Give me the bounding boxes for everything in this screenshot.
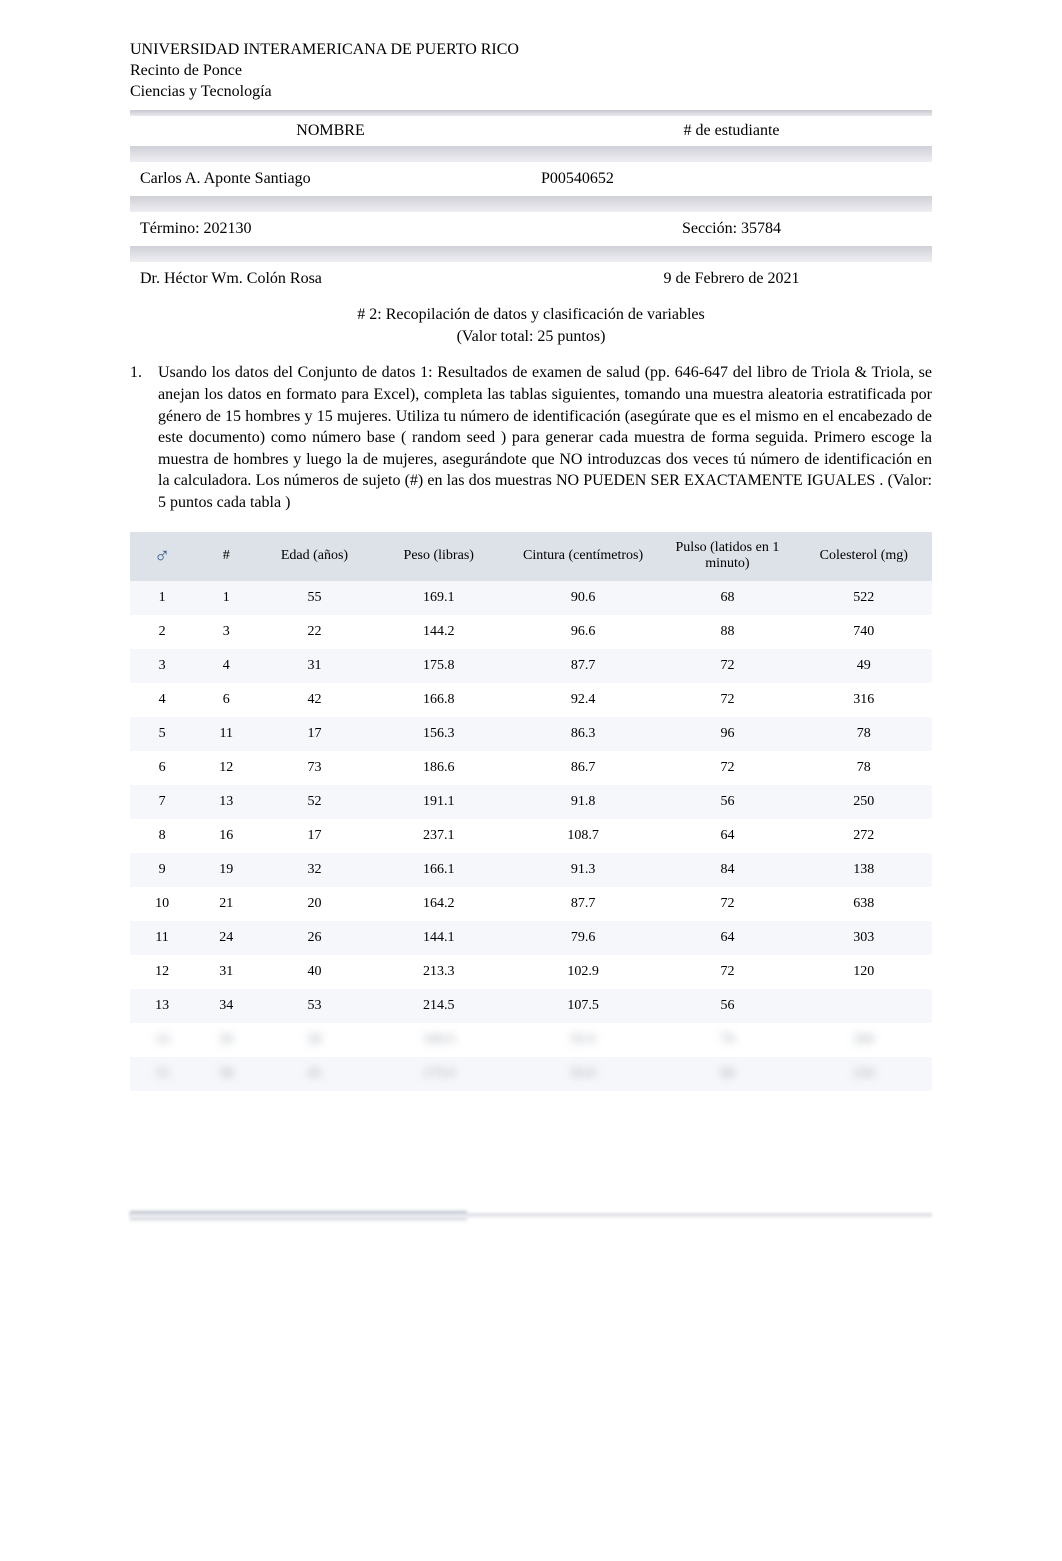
table-row: 123140213.3102.972120: [130, 955, 932, 989]
seccion-value: Sección: 35784: [531, 212, 932, 246]
estudiante-value: P00540652: [531, 162, 932, 196]
table-row: 2322144.296.688740: [130, 615, 932, 649]
cell-num: 1: [194, 581, 258, 615]
fecha-value: 9 de Febrero de 2021: [531, 262, 932, 296]
male-data-table: ♂ # Edad (años) Peso (libras) Cintura (c…: [130, 532, 932, 1092]
col-colesterol: Colesterol (mg): [796, 532, 932, 582]
footer-blur-line: [130, 1213, 932, 1218]
row-separator: [130, 246, 932, 262]
table-row: 71352191.191.856250: [130, 785, 932, 819]
table-row: 61273186.686.77278: [130, 751, 932, 785]
col-pulso: Pulso (latidos en 1 minuto): [659, 532, 795, 582]
table-row: 133453214.5107.556: [130, 989, 932, 1023]
male-icon: ♂: [154, 543, 171, 568]
university-name: UNIVERSIDAD INTERAMERICANA DE PUERTO RIC…: [130, 40, 932, 61]
assignment-title: # 2: Recopilación de datos y clasificaci…: [130, 306, 932, 324]
table-row-blurred: 143638180.095.070200: [130, 1023, 932, 1057]
nombre-value: Carlos A. Aponte Santiago: [130, 162, 531, 196]
campus-name: Recinto de Ponce: [130, 61, 932, 82]
table-row: 4642166.892.472316: [130, 683, 932, 717]
table-row: 102120164.287.772638: [130, 887, 932, 921]
col-cintura: Cintura (centímetros): [507, 532, 659, 582]
table-header-row: ♂ # Edad (años) Peso (libras) Cintura (c…: [130, 532, 932, 582]
cell-cintura: 90.6: [507, 581, 659, 615]
col-num: #: [194, 532, 258, 582]
col-peso: Peso (libras): [371, 532, 507, 582]
table-row-blurred: 153845175.093.068210: [130, 1057, 932, 1091]
table-row: 91932166.191.384138: [130, 853, 932, 887]
cell-idx: 1: [130, 581, 194, 615]
nombre-label: NOMBRE: [130, 116, 531, 146]
table-row: 1 1 55 169.1 90.6 68 522: [130, 581, 932, 615]
col-symbol: ♂: [130, 532, 194, 582]
document-header: UNIVERSIDAD INTERAMERICANA DE PUERTO RIC…: [130, 40, 932, 102]
profesor-value: Dr. Héctor Wm. Colón Rosa: [130, 262, 531, 296]
termino-value: Término: 202130: [130, 212, 531, 246]
list-number: 1.: [130, 362, 154, 384]
cell-edad: 55: [258, 581, 370, 615]
col-edad: Edad (años): [258, 532, 370, 582]
assignment-subtitle: (Valor total: 25 puntos): [130, 328, 932, 346]
cell-pulso: 68: [659, 581, 795, 615]
table-row: 81617237.1108.764272: [130, 819, 932, 853]
table-row: 112426144.179.664303: [130, 921, 932, 955]
row-separator: [130, 146, 932, 162]
instructions-text: Usando los datos del Conjunto de datos 1…: [158, 362, 932, 513]
table-row: 3431175.887.77249: [130, 649, 932, 683]
row-separator: [130, 196, 932, 212]
table-body: 1 1 55 169.1 90.6 68 522 2322144.296.688…: [130, 581, 932, 1091]
estudiante-label: # de estudiante: [531, 116, 932, 146]
student-info-table: NOMBRE # de estudiante Carlos A. Aponte …: [130, 116, 932, 296]
cell-peso: 169.1: [371, 581, 507, 615]
instructions-block: 1. Usando los datos del Conjunto de dato…: [130, 362, 932, 513]
table-row: 51117156.386.39678: [130, 717, 932, 751]
department-name: Ciencias y Tecnología: [130, 82, 932, 103]
cell-col: 522: [796, 581, 932, 615]
